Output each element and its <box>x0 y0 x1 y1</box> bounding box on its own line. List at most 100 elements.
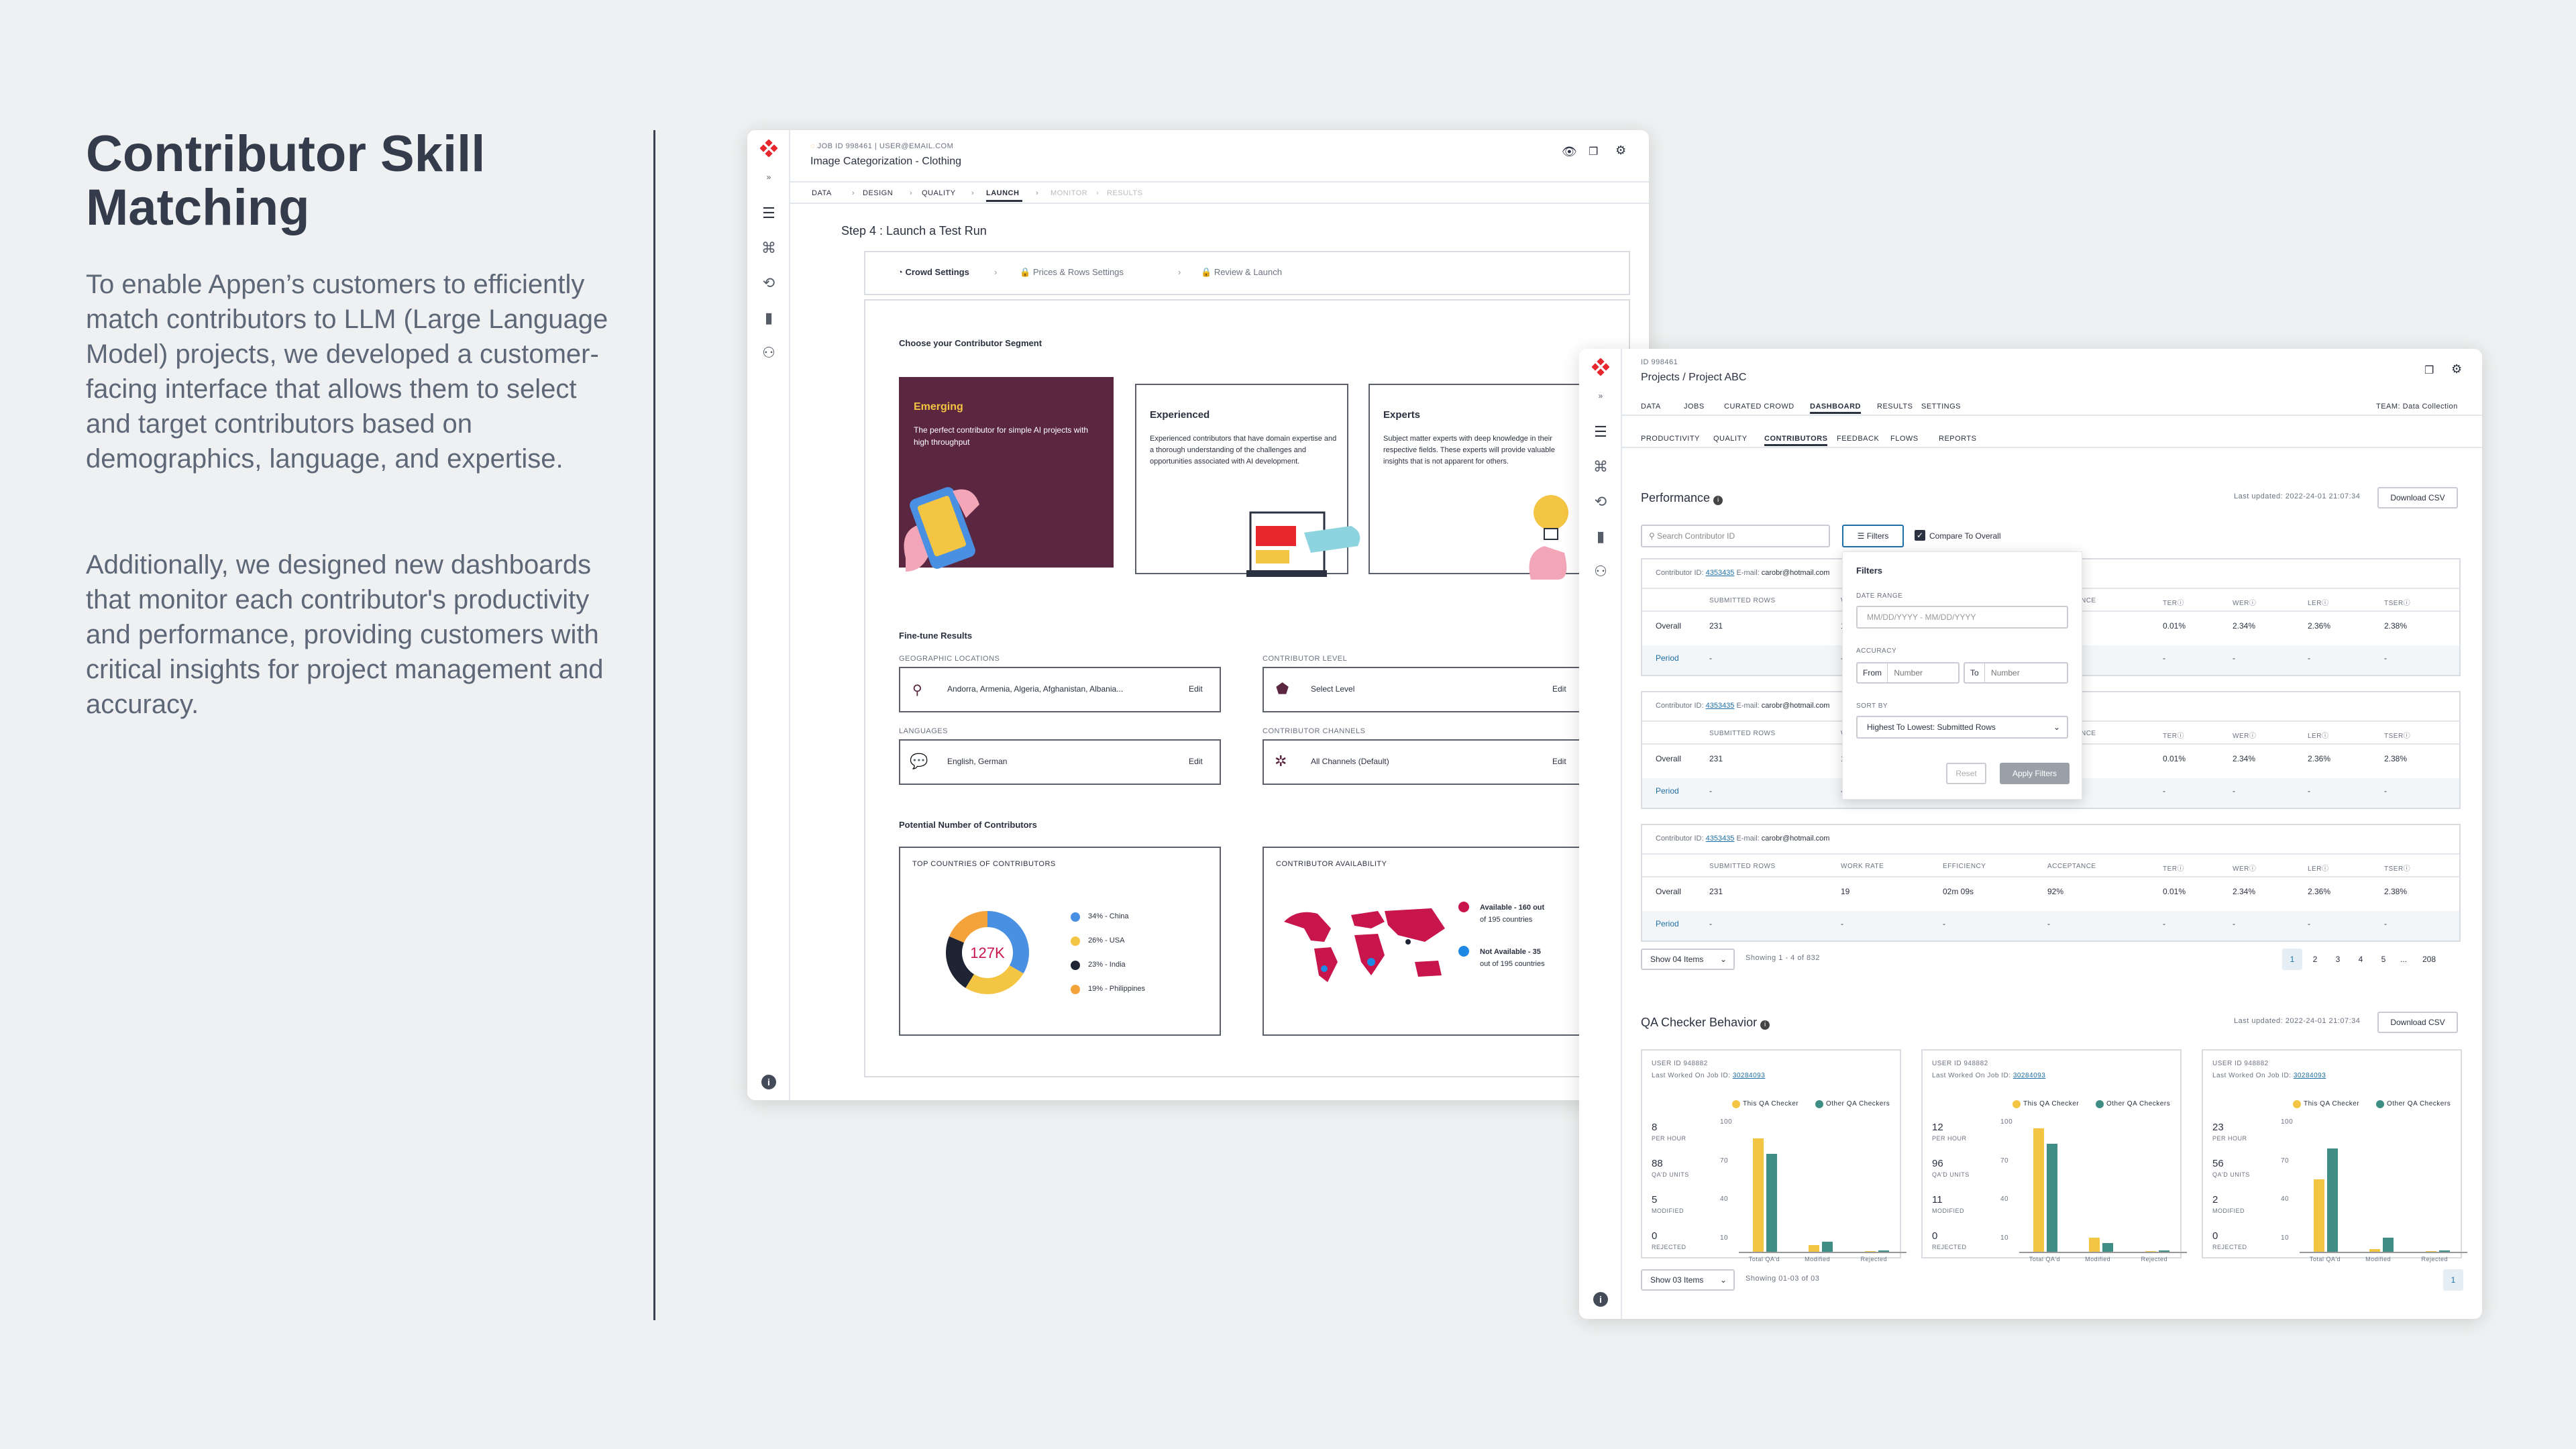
tab-monitor[interactable]: MONITOR <box>1051 189 1088 197</box>
last-updated: Last updated: 2022-24-01 21:07:34 <box>2234 492 2361 500</box>
copy-icon[interactable]: ❐ <box>1589 146 1599 158</box>
tab-results[interactable]: RESULTS <box>1107 189 1143 197</box>
contributor-id-link[interactable]: 4353435 <box>1705 702 1735 710</box>
date-range-input[interactable]: MM/DD/YYYY - MM/DD/YYYY <box>1856 606 2068 629</box>
page-2[interactable]: 2 <box>2312 955 2318 964</box>
row-label-period[interactable]: Period <box>1656 919 1679 928</box>
stat-value: 12 <box>1932 1122 1943 1133</box>
subtab-feedback[interactable]: FEEDBACK <box>1837 435 1880 443</box>
sort-select[interactable]: Highest To Lowest: Submitted Rows ⌄ <box>1856 716 2068 739</box>
download-csv-button[interactable]: Download CSV <box>2377 487 2458 508</box>
settings-gear-icon[interactable]: ⚙ <box>1615 144 1627 157</box>
edit-link[interactable]: Edit <box>1189 757 1203 766</box>
tab-curated-crowd[interactable]: CURATED CROWD <box>1724 402 1794 411</box>
tab-results[interactable]: RESULTS <box>1877 402 1913 411</box>
cell-value: - <box>1709 919 1712 928</box>
accuracy-to-input[interactable]: To Number <box>1964 662 2068 684</box>
column-header: LERⓘ <box>2308 600 2329 607</box>
contributor-id-link[interactable]: 4353435 <box>1705 569 1735 577</box>
legend-other: Other QA Checkers <box>2387 1100 2451 1108</box>
subtab-quality[interactable]: QUALITY <box>1713 435 1748 443</box>
tab-jobs[interactable]: JOBS <box>1684 402 1705 411</box>
x-category-label: Modified <box>2365 1256 2392 1263</box>
qa-download-csv-button[interactable]: Download CSV <box>2377 1012 2458 1033</box>
cell-value: - <box>1943 919 1945 928</box>
contributor-id-link[interactable]: 4353435 <box>1705 835 1735 843</box>
users-icon[interactable]: ⚇ <box>1594 563 1607 580</box>
axis-tick-label: 70 <box>1720 1157 1729 1165</box>
legend-this: This QA Checker <box>1743 1100 1799 1108</box>
languages-field[interactable]: 💬 English, German Edit <box>899 739 1221 785</box>
search-input[interactable]: ⚲ Search Contributor ID <box>1641 525 1830 547</box>
subtab-contributors[interactable]: CONTRIBUTORS <box>1764 435 1828 443</box>
expand-icon[interactable]: » <box>766 172 771 182</box>
list-icon[interactable]: ☰ <box>762 205 775 221</box>
active-subtab-indicator <box>1764 444 1827 446</box>
subtab-flows[interactable]: FLOWS <box>1890 435 1919 443</box>
job-id-link[interactable]: 30284093 <box>2293 1072 2326 1079</box>
substep-review[interactable]: 🔒 Review & Launch <box>1201 267 1282 277</box>
donut-slice-1 <box>965 965 1024 994</box>
page-3[interactable]: 3 <box>2335 955 2341 964</box>
cell-value: - <box>2233 919 2235 928</box>
hierarchy-icon[interactable]: ⌘ <box>761 239 776 256</box>
segment-card-emerging[interactable]: Emerging The perfect contributor for sim… <box>899 377 1114 572</box>
tab-data[interactable]: DATA <box>812 189 832 197</box>
users-icon[interactable]: ⚇ <box>762 344 775 361</box>
settings-gear-icon[interactable]: ⚙ <box>2451 362 2463 376</box>
tab-data[interactable]: DATA <box>1641 402 1661 411</box>
edit-link[interactable]: Edit <box>1552 757 1566 766</box>
help-icon[interactable]: i <box>761 1075 776 1089</box>
hierarchy-icon[interactable]: ⌘ <box>1593 458 1608 475</box>
channels-field[interactable]: ✲ All Channels (Default) Edit <box>1263 739 1611 785</box>
tab-dashboard[interactable]: DASHBOARD <box>1810 402 1861 411</box>
subtab-productivity[interactable]: PRODUCTIVITY <box>1641 435 1700 443</box>
qa-page-1[interactable]: 1 <box>2443 1269 2463 1291</box>
compare-checkbox[interactable]: ✓ <box>1915 530 1925 541</box>
substep-crowd[interactable]: ◔ Crowd Settings <box>898 267 969 277</box>
job-id-link[interactable]: 30284093 <box>2012 1072 2046 1079</box>
page-5[interactable]: 5 <box>2381 955 2386 964</box>
qa-show-items-select[interactable]: Show 03 Items ⌄ <box>1641 1269 1735 1291</box>
segment-card-experienced[interactable]: Experienced Experienced contributors tha… <box>1135 384 1360 577</box>
bar-other-modified <box>2383 1237 2394 1252</box>
workflow-icon[interactable]: ⟲ <box>1594 493 1607 510</box>
chart-icon[interactable]: ▮ <box>1596 528 1605 545</box>
field-label: LANGUAGES <box>899 727 948 735</box>
tab-quality[interactable]: QUALITY <box>922 189 956 197</box>
crumb-projects[interactable]: Projects <box>1641 372 1680 383</box>
page-208[interactable]: 208 <box>2422 955 2436 964</box>
project-id: ID 998461 <box>1641 358 1678 366</box>
preview-icon[interactable]: 👁 <box>1562 145 1577 158</box>
row-label-period[interactable]: Period <box>1656 786 1679 796</box>
level-field[interactable]: ⬟ Select Level Edit <box>1263 667 1611 712</box>
edit-link[interactable]: Edit <box>1189 684 1203 694</box>
crumb-project: Project ABC <box>1688 372 1747 383</box>
accuracy-from-input[interactable]: From Number <box>1856 662 1960 684</box>
chart-icon[interactable]: ▮ <box>764 309 773 326</box>
copy-icon[interactable]: ❐ <box>2424 365 2434 376</box>
geo-field[interactable]: ⚲ Andorra, Armenia, Algeria, Afghanistan… <box>899 667 1221 712</box>
reset-button[interactable]: Reset <box>1946 763 1986 784</box>
job-id-link[interactable]: 30284093 <box>1732 1072 1766 1079</box>
filters-button[interactable]: ☰ Filters <box>1842 525 1904 547</box>
tab-settings[interactable]: SETTINGS <box>1921 402 1962 411</box>
page-1[interactable]: 1 <box>2282 949 2302 970</box>
cell-value: - <box>1841 919 1843 928</box>
bar-other-totalqad <box>1766 1154 1777 1252</box>
row-label-period[interactable]: Period <box>1656 653 1679 663</box>
page-4[interactable]: 4 <box>2358 955 2363 964</box>
help-icon[interactable]: i <box>1593 1292 1608 1307</box>
workflow-icon[interactable]: ⟲ <box>762 274 775 291</box>
list-icon[interactable]: ☰ <box>1594 423 1607 440</box>
expand-icon[interactable]: » <box>1598 391 1603 400</box>
substep-prices[interactable]: 🔒 Prices & Rows Settings <box>1020 267 1124 277</box>
subtab-reports[interactable]: REPORTS <box>1939 435 1977 443</box>
edit-link[interactable]: Edit <box>1552 684 1566 694</box>
apply-filters-button[interactable]: Apply Filters <box>2000 763 2070 784</box>
tab-design[interactable]: DESIGN <box>863 189 894 197</box>
tab-launch[interactable]: LAUNCH <box>986 189 1020 197</box>
column-header: SUBMITTED ROWS <box>1709 863 1776 870</box>
network-icon: ✲ <box>1275 753 1287 769</box>
show-items-select[interactable]: Show 04 Items ⌄ <box>1641 949 1735 970</box>
